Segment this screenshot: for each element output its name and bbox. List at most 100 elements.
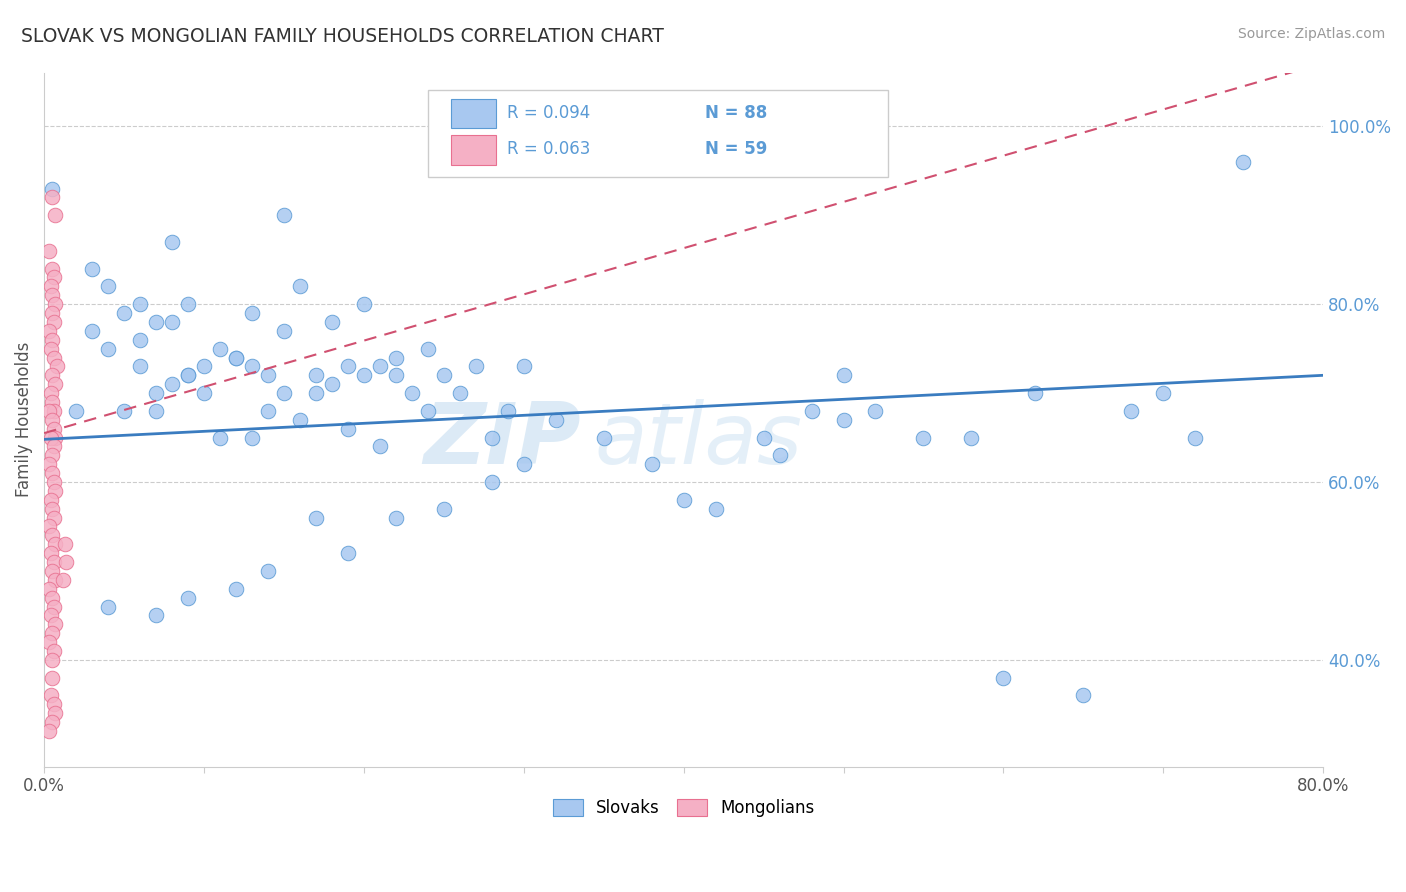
Point <box>225 582 247 596</box>
Text: ZIP: ZIP <box>423 399 581 482</box>
Point <box>513 457 536 471</box>
Point <box>768 448 790 462</box>
Point <box>39 689 62 703</box>
Point <box>41 368 63 383</box>
Point <box>208 342 231 356</box>
Point <box>97 599 120 614</box>
Point <box>42 270 65 285</box>
Text: N = 59: N = 59 <box>706 140 768 158</box>
Point <box>129 297 152 311</box>
Point <box>160 377 183 392</box>
Point <box>193 386 215 401</box>
Point <box>240 431 263 445</box>
Point <box>160 315 183 329</box>
FancyBboxPatch shape <box>427 90 889 177</box>
Point <box>38 244 60 258</box>
Point <box>177 297 200 311</box>
Point <box>38 582 60 596</box>
Point <box>41 591 63 605</box>
Point <box>544 413 567 427</box>
Point <box>257 368 280 383</box>
Point <box>385 510 408 524</box>
Point <box>39 608 62 623</box>
Point <box>44 431 66 445</box>
Point <box>288 413 311 427</box>
Point <box>42 510 65 524</box>
Point <box>145 315 167 329</box>
Point <box>52 573 75 587</box>
Point <box>177 368 200 383</box>
Point <box>288 279 311 293</box>
Point <box>257 404 280 418</box>
Point <box>305 386 328 401</box>
Bar <box>451 136 495 164</box>
Point <box>273 386 295 401</box>
Point <box>193 359 215 374</box>
Point <box>993 671 1015 685</box>
Point <box>42 315 65 329</box>
Point <box>41 715 63 730</box>
Point <box>65 404 87 418</box>
Point <box>145 386 167 401</box>
Point <box>912 431 935 445</box>
Point <box>321 377 343 392</box>
Point <box>433 501 456 516</box>
Y-axis label: Family Households: Family Households <box>15 343 32 498</box>
Point <box>481 475 503 489</box>
Point <box>704 501 727 516</box>
Point <box>44 297 66 311</box>
Point <box>481 431 503 445</box>
Point <box>960 431 983 445</box>
Point <box>1152 386 1174 401</box>
Point <box>41 564 63 578</box>
Point <box>42 599 65 614</box>
Point <box>368 359 391 374</box>
Point <box>433 368 456 383</box>
Point <box>39 546 62 560</box>
Point <box>42 422 65 436</box>
Point <box>38 635 60 649</box>
Point <box>353 368 375 383</box>
Point <box>38 404 60 418</box>
Point <box>42 698 65 712</box>
Point <box>385 351 408 365</box>
Point <box>800 404 823 418</box>
Point <box>41 306 63 320</box>
Text: SLOVAK VS MONGOLIAN FAMILY HOUSEHOLDS CORRELATION CHART: SLOVAK VS MONGOLIAN FAMILY HOUSEHOLDS CO… <box>21 27 664 45</box>
Bar <box>451 99 495 128</box>
Point <box>42 440 65 454</box>
Point <box>240 359 263 374</box>
Point <box>416 342 439 356</box>
Point <box>44 617 66 632</box>
Point <box>41 466 63 480</box>
Point <box>41 413 63 427</box>
Point <box>336 422 359 436</box>
Point <box>45 359 67 374</box>
Point <box>1184 431 1206 445</box>
Point <box>1024 386 1046 401</box>
Point <box>41 626 63 640</box>
Point <box>208 431 231 445</box>
Point <box>39 492 62 507</box>
Point <box>273 208 295 222</box>
Point <box>145 404 167 418</box>
Point <box>44 573 66 587</box>
Point <box>44 537 66 551</box>
Point <box>112 404 135 418</box>
Point <box>41 528 63 542</box>
Point <box>39 386 62 401</box>
Point <box>177 591 200 605</box>
Point <box>39 342 62 356</box>
Point <box>1071 689 1094 703</box>
Point <box>240 306 263 320</box>
Point <box>305 510 328 524</box>
Point <box>38 324 60 338</box>
Point <box>832 368 855 383</box>
Point <box>39 279 62 293</box>
Point <box>38 724 60 739</box>
Text: Source: ZipAtlas.com: Source: ZipAtlas.com <box>1237 27 1385 41</box>
Point <box>336 546 359 560</box>
Point <box>42 351 65 365</box>
Point <box>44 377 66 392</box>
Point <box>129 359 152 374</box>
